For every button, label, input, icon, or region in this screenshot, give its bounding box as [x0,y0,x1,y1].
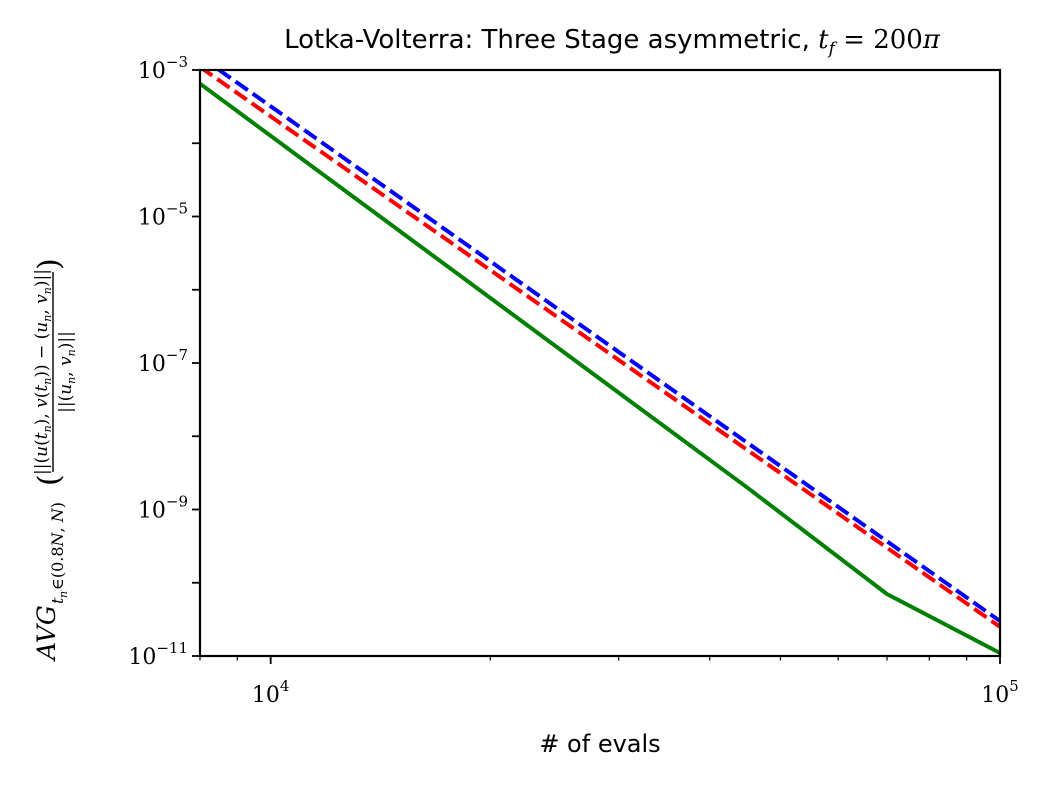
x-tick-label: 105 [981,677,1019,708]
svg-text:||(u(tn), v(tn)) − (un, vn)||: ||(u(tn), v(tn)) − (un, vn)|| [32,269,54,475]
plot-frame [198,68,1002,658]
x-axis-label: # of evals [539,730,660,758]
svg-text:t: t [48,597,67,604]
svg-text:AVG: AVG [32,605,61,662]
y-tick-label: 10−3 [138,53,188,84]
series-line-2 [200,82,1000,655]
chart-title-eq: = 200 [835,25,923,55]
chart-title-prefix: Lotka-Volterra: Three Stage asymmetric, [284,25,818,55]
chart-title-pi: π [922,25,941,55]
svg-text:): ) [32,258,67,270]
y-tick-label: 10−5 [138,200,188,231]
chart-title-tf: t [818,25,829,55]
y-tick-label: 10−11 [128,639,188,670]
series-line-0 [215,70,1000,623]
series-line-1 [200,70,1000,629]
x-tick-label: 104 [252,677,290,708]
y-tick-label: 10−7 [138,346,188,377]
svg-text:∈(0.8N, N): ∈(0.8N, N) [48,502,67,590]
chart-title-tf-sub: f [827,39,838,59]
chart-title: Lotka-Volterra: Three Stage asymmetric, … [284,25,941,59]
svg-text:n: n [57,591,70,598]
svg-text:(: ( [32,474,67,486]
svg-text:||(un, vn)||: ||(un, vn)|| [56,331,78,413]
y-tick-label: 10−9 [138,493,188,524]
y-axis-label: AVG t n ∈(0.8N, N) ( ||(u(tn), v(tn)) − … [32,258,78,662]
